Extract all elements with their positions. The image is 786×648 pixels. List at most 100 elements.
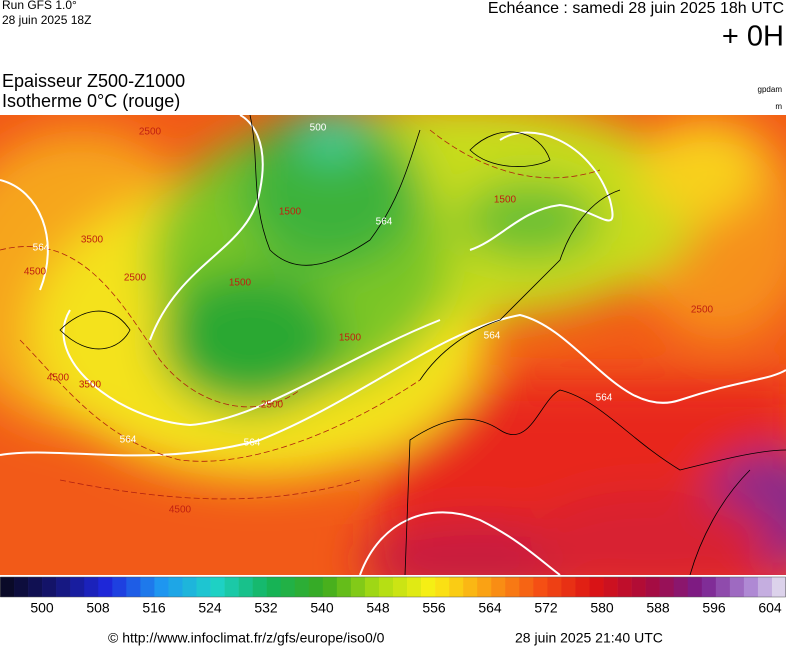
color-swatch: [28, 577, 43, 597]
color-swatch: [463, 577, 478, 597]
color-swatch: [659, 577, 675, 597]
color-swatch: [575, 577, 590, 597]
color-swatch: [547, 577, 562, 597]
contour-label: 1500: [279, 207, 302, 218]
color-swatch: [378, 577, 394, 597]
color-swatch: [617, 577, 632, 597]
coastlines: [59, 115, 786, 575]
contour-label: 564: [33, 243, 50, 254]
contour-label: 4500: [24, 267, 47, 278]
scale-label: 588: [646, 600, 670, 616]
contour-label: 564: [596, 393, 613, 404]
scale-label: 580: [590, 600, 614, 616]
color-swatch: [112, 577, 127, 597]
scale-label: 596: [702, 600, 726, 616]
color-swatch: [715, 577, 731, 597]
color-swatch: [322, 577, 338, 597]
color-swatch: [252, 577, 267, 597]
echeance: Echéance : samedi 28 juin 2025 18h UTC: [488, 0, 784, 17]
contour-label: 500: [310, 123, 327, 134]
color-swatch: [743, 577, 759, 597]
color-swatch: [407, 577, 422, 597]
color-swatch: [224, 577, 239, 597]
color-scale: [0, 576, 786, 598]
contour-label: 4500: [169, 505, 192, 516]
color-swatch: [757, 577, 773, 597]
color-swatch: [126, 577, 141, 597]
color-swatch: [280, 577, 296, 597]
unit-1: gpdam: [758, 85, 783, 94]
color-swatch: [519, 577, 534, 597]
contour-label: 564: [120, 435, 137, 446]
color-swatch: [533, 577, 548, 597]
color-swatch: [336, 577, 352, 597]
contour-label: 564: [244, 438, 261, 449]
color-swatch: [477, 577, 492, 597]
title-line-2: Isotherme 0°C (rouge): [2, 91, 180, 111]
color-swatch: [210, 577, 225, 597]
lead-time: + 0H: [722, 21, 784, 53]
scale-label: 532: [254, 600, 278, 616]
scale-label: 548: [366, 600, 390, 616]
color-swatch: [435, 577, 450, 597]
contour-label: 564: [376, 217, 393, 228]
color-swatch: [505, 577, 520, 597]
color-swatch: [182, 577, 197, 597]
color-swatch: [631, 577, 646, 597]
color-swatch: [491, 577, 506, 597]
scale-label: 516: [142, 600, 166, 616]
color-swatch: [0, 577, 15, 597]
contour-labels: 564 564 564 564 564 564 2500 2500 2500 2500 1500 15…: [24, 123, 714, 516]
color-swatch: [701, 577, 717, 597]
color-swatch: [154, 577, 169, 597]
generated-time: 28 juin 2025 21:40 UTC: [515, 630, 663, 646]
scale-label: 540: [310, 600, 334, 616]
isotherm-contours: [0, 129, 601, 500]
scale-label: 556: [422, 600, 446, 616]
color-swatch: [393, 577, 408, 597]
color-swatch: [42, 577, 57, 597]
color-swatch: [449, 577, 464, 597]
scale-label: 500: [30, 600, 54, 616]
contour-label: 1500: [229, 278, 252, 289]
color-swatch: [84, 577, 99, 597]
color-swatch: [140, 577, 155, 597]
contour-label: 4500: [47, 373, 70, 384]
color-swatch: [308, 577, 324, 597]
thickness-contours: [0, 115, 786, 575]
contour-label: 1500: [494, 195, 517, 206]
contour-label: 564: [484, 331, 501, 342]
contour-label: 3500: [79, 380, 102, 391]
title-line-1: Epaisseur Z500-Z1000: [2, 71, 185, 91]
color-swatch: [238, 577, 253, 597]
scale-label: 564: [478, 600, 502, 616]
map: 564 564 564 564 564 564 2500 2500 2500 2500 1500 15…: [0, 115, 786, 575]
contour-label: 2500: [261, 400, 284, 411]
color-swatch: [687, 577, 703, 597]
color-swatch: [364, 577, 380, 597]
contour-label: 2500: [691, 305, 714, 316]
color-swatch: [196, 577, 211, 597]
field: [0, 115, 786, 575]
scale-label: 524: [198, 600, 222, 616]
color-swatch: [771, 577, 786, 597]
color-swatch: [98, 577, 113, 597]
color-swatch: [589, 577, 604, 597]
scale-label: 508: [86, 600, 110, 616]
contour-label: 2500: [124, 273, 147, 284]
color-swatch: [561, 577, 576, 597]
run-label: Run GFS 1.0°: [2, 0, 77, 12]
color-swatch: [421, 577, 436, 597]
color-swatch: [350, 577, 366, 597]
color-swatch: [645, 577, 660, 597]
scale-label: 572: [534, 600, 558, 616]
color-swatch: [673, 577, 689, 597]
color-swatch: [729, 577, 745, 597]
contour-label: 1500: [339, 333, 362, 344]
color-swatch: [56, 577, 71, 597]
unit-2: m: [775, 102, 782, 111]
run-date: 28 juin 2025 18Z: [2, 13, 91, 27]
color-swatch: [266, 577, 282, 597]
